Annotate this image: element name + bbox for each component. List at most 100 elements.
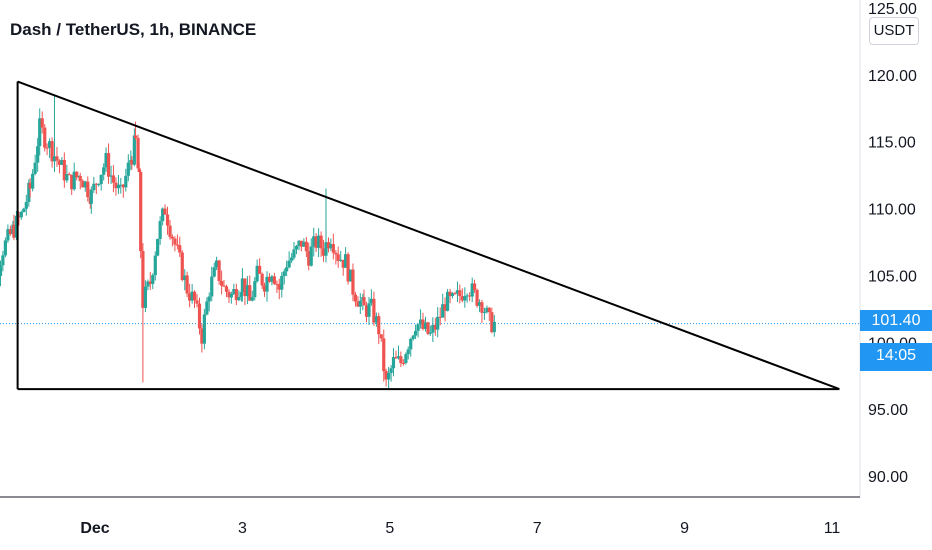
candle-body [443, 304, 447, 311]
candle-body [423, 322, 428, 329]
candle-body [245, 285, 250, 297]
candle-body [178, 245, 182, 253]
candle [188, 283, 192, 308]
candle-body [260, 273, 264, 286]
candle [294, 244, 299, 255]
candle [377, 312, 381, 345]
candle-body [143, 286, 148, 308]
countdown-label: 14:05 [860, 343, 932, 371]
candle [65, 164, 69, 183]
candle [220, 270, 224, 295]
candle-body [362, 297, 366, 306]
currency-button[interactable]: USDT [869, 17, 919, 45]
candle [229, 291, 233, 304]
y-axis[interactable]: 90.0095.00100.00105.00110.00115.00120.00… [859, 0, 917, 497]
candle [265, 271, 269, 302]
x-tick-label: 7 [533, 520, 542, 537]
candle-body [50, 141, 54, 162]
chart-title: Dash / TetherUS, 1h, BINANCE [10, 20, 257, 39]
candle [72, 162, 76, 191]
candle-body [314, 236, 318, 248]
candle-body [89, 190, 93, 204]
candle [458, 284, 462, 304]
candle [139, 170, 143, 259]
candle-body [290, 257, 294, 261]
candle [339, 250, 343, 262]
candle [292, 241, 296, 260]
candle-body [239, 292, 243, 298]
candle-body [139, 171, 143, 252]
candle [243, 278, 247, 306]
candle [304, 236, 308, 258]
candle [28, 178, 32, 198]
candle-body [353, 294, 358, 302]
candle-body [57, 160, 62, 165]
candle [421, 312, 425, 331]
candle-body [78, 176, 82, 181]
candle [224, 284, 229, 298]
candle-body [153, 255, 157, 276]
candle [348, 269, 353, 282]
candle-body [75, 171, 79, 178]
candle [329, 238, 333, 251]
last-price-label: 101.40 [860, 310, 932, 331]
candle-body [243, 278, 247, 297]
candle [38, 108, 42, 156]
candle-body [119, 184, 123, 186]
candle-body [207, 296, 211, 302]
candle-body [455, 290, 460, 294]
candle-body [133, 135, 138, 138]
candle [465, 293, 469, 303]
candle [490, 307, 494, 334]
candle [132, 128, 136, 167]
candle [428, 325, 432, 336]
candle [472, 279, 477, 293]
x-axis[interactable]: Dec 3 5 7 9 11 [0, 496, 860, 537]
candle-body [331, 244, 335, 253]
y-tick-label: 90.00 [868, 469, 908, 486]
candle [70, 174, 74, 196]
candle [485, 305, 489, 314]
candle-body [374, 316, 378, 323]
candle [146, 279, 150, 291]
candle [130, 156, 134, 170]
candle [341, 259, 345, 276]
candle [19, 210, 23, 220]
candle [136, 134, 140, 169]
candle-body [411, 335, 415, 339]
candle-body [190, 291, 194, 301]
candle [336, 246, 340, 268]
candle-body [480, 302, 484, 313]
triangle-pattern[interactable] [16, 80, 840, 391]
candle-body [453, 293, 457, 295]
candle-body [265, 276, 269, 292]
candle [379, 334, 383, 342]
candle [416, 323, 420, 338]
candle-body [329, 244, 333, 249]
candle [448, 288, 452, 304]
x-tick-label: 3 [238, 520, 247, 537]
candle-body [334, 252, 338, 255]
candle-body [419, 319, 423, 325]
candle [81, 179, 85, 188]
candle-body [141, 251, 145, 308]
candle [195, 293, 199, 308]
candle [192, 290, 197, 308]
candle [374, 312, 378, 327]
candle-body [282, 271, 286, 277]
candle-body [255, 265, 259, 282]
candle [22, 207, 26, 213]
candle [423, 316, 428, 332]
candle [245, 276, 250, 305]
candle-body [292, 249, 296, 258]
candle-body [158, 221, 162, 239]
candle [482, 307, 487, 320]
candle-body [22, 208, 26, 212]
candle-body [224, 286, 229, 292]
candle [470, 277, 474, 303]
candle [178, 236, 182, 257]
candle-body [428, 332, 432, 334]
candle [387, 367, 391, 389]
candle-body [285, 267, 289, 272]
